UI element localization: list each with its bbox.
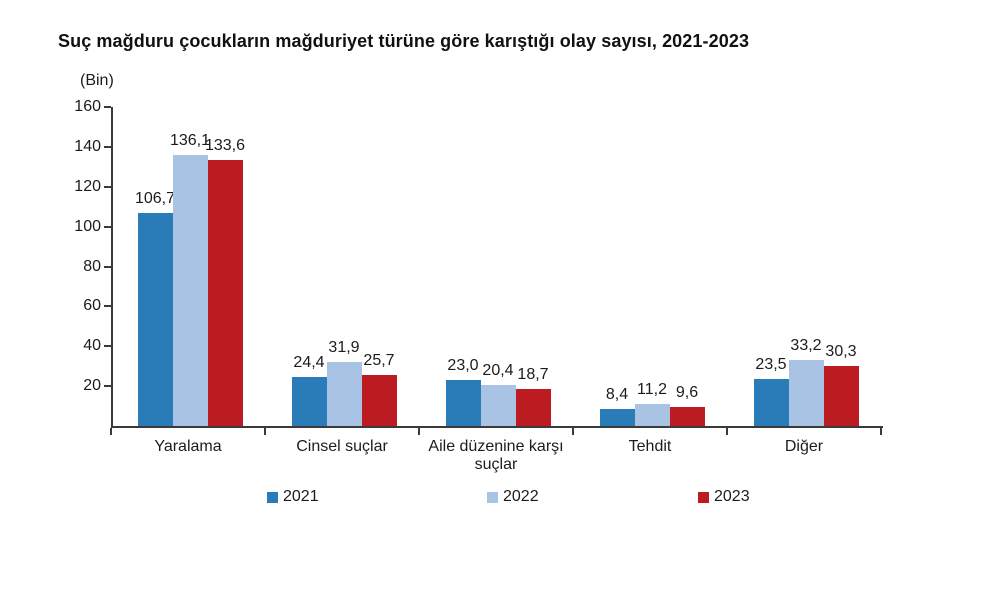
- y-tick-mark: [104, 106, 111, 108]
- bar-group: 23,0 20,4 18,7: [421, 107, 575, 426]
- legend-item-2022: 2022: [487, 488, 539, 506]
- category-label: Tehdit: [628, 438, 672, 455]
- x-tick-mark: [726, 428, 728, 435]
- bar-value-label: 136,1: [169, 131, 211, 149]
- bar-2021: 23,5: [753, 356, 789, 426]
- bar-value-label: 24,4: [293, 354, 325, 372]
- plot-area: 106,7 136,1 133,6 24,4 31,9 25,7 23,0 20,4 18,7 8…: [111, 107, 883, 428]
- category-label: Diğer: [784, 438, 824, 455]
- bar-2022: 11,2: [634, 381, 670, 426]
- bar-value-label: 9,6: [675, 383, 699, 401]
- y-tick-label: 40: [83, 337, 101, 355]
- bar-value-label: 11,2: [637, 380, 667, 398]
- bar-value-label: 8,4: [605, 386, 629, 404]
- bar-value-label: 18,7: [517, 365, 549, 383]
- bar-value-label: 20,4: [482, 362, 514, 380]
- y-tick-label: 20: [83, 377, 101, 395]
- legend-item-2023: 2023: [698, 488, 750, 506]
- bar-2023: 133,6: [205, 137, 245, 426]
- x-tick-mark: [880, 428, 882, 435]
- category-label: Cinsel suçlar: [296, 438, 388, 455]
- y-tick-label: 60: [83, 297, 101, 315]
- x-tick-mark: [264, 428, 266, 435]
- y-tick-mark: [104, 225, 111, 228]
- legend-item-2021: 2021: [267, 488, 319, 506]
- bar-2023: 25,7: [361, 352, 397, 426]
- y-tick-mark: [104, 265, 111, 268]
- category-label: Yaralama: [154, 438, 222, 455]
- bar-value-label: 106,7: [134, 190, 176, 208]
- bar-2023: 30,3: [823, 343, 859, 426]
- x-tick-mark: [572, 428, 574, 435]
- bar-2022: 20,4: [480, 362, 516, 426]
- x-tick-mark: [110, 428, 112, 435]
- bar-2021: 24,4: [291, 354, 327, 426]
- category-label: Aile düzenine karşı suçlar: [428, 438, 564, 474]
- legend-label: 2022: [503, 488, 539, 505]
- legend-swatch-icon: [267, 491, 278, 503]
- bar-2021: 106,7: [135, 190, 175, 426]
- bar-group: 8,4 11,2 9,6: [575, 107, 729, 426]
- y-axis-unit-label: (Bin): [80, 72, 114, 89]
- y-tick-label: 80: [83, 257, 101, 275]
- bar-value-label: 23,5: [755, 356, 787, 374]
- y-tick-mark: [104, 145, 111, 148]
- bar-value-label: 23,0: [447, 357, 479, 375]
- bar-2023: 18,7: [515, 366, 551, 426]
- bar-2021: 8,4: [599, 386, 635, 426]
- bar-2022: 33,2: [788, 337, 824, 426]
- bar-value-label: 33,2: [790, 336, 822, 354]
- bar-value-label: 25,7: [363, 351, 395, 369]
- y-tick-mark: [104, 385, 111, 388]
- y-tick-mark: [104, 185, 111, 188]
- bar-value-label: 30,3: [825, 342, 857, 360]
- y-tick-label: 140: [74, 137, 101, 155]
- legend-swatch-icon: [698, 491, 709, 503]
- y-tick-mark: [104, 305, 111, 308]
- bar-group: 106,7 136,1 133,6: [113, 107, 267, 426]
- y-tick-label: 120: [74, 177, 101, 195]
- bar-2022: 136,1: [170, 132, 210, 426]
- bar-value-label: 31,9: [328, 339, 360, 357]
- legend-label: 2023: [714, 488, 750, 505]
- bar-2022: 31,9: [326, 339, 362, 426]
- bar-2021: 23,0: [445, 357, 481, 426]
- x-tick-mark: [418, 428, 420, 435]
- bar-group: 23,5 33,2 30,3: [729, 107, 883, 426]
- bar-2023: 9,6: [669, 384, 705, 426]
- chart-title: Suç mağduru çocukların mağduriyet türüne…: [58, 31, 750, 51]
- bar-group: 24,4 31,9 25,7: [267, 107, 421, 426]
- y-tick-mark: [104, 345, 111, 348]
- legend-label: 2021: [283, 488, 319, 505]
- y-tick-label: 160: [74, 98, 101, 115]
- legend-swatch-icon: [487, 491, 498, 503]
- bar-value-label: 133,6: [204, 136, 246, 154]
- y-tick-label: 100: [74, 217, 101, 235]
